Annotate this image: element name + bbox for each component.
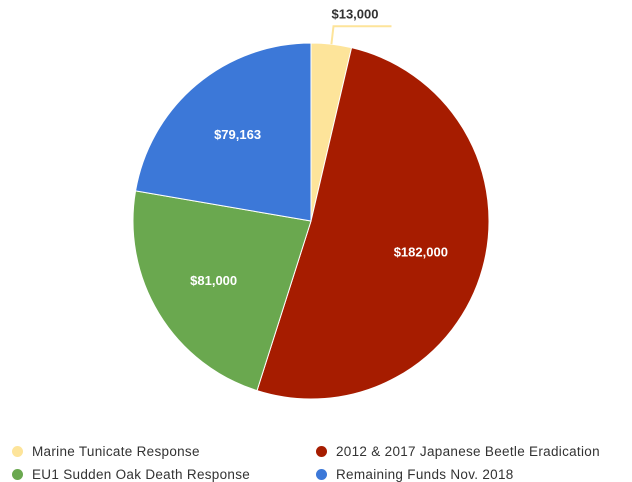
legend-label: Remaining Funds Nov. 2018 [336,466,514,482]
legend-color-swatch [316,445,327,457]
legend-label: Marine Tunicate Response [32,443,200,459]
pie-label-leader-line [330,25,392,45]
pie-data-label: $13,000 [331,6,378,21]
pie-data-label: $81,000 [190,273,237,288]
pie-chart-plot: $13,000 $182,000 $81,000 $79,163 [132,6,490,400]
legend-item-2012-2017-japanese-beetle-eradication[interactable]: 2012 & 2017 Japanese Beetle Eradication [316,443,632,459]
legend-color-swatch [12,468,23,480]
pie-data-label: $182,000 [394,244,448,259]
legend-color-swatch [12,445,23,457]
legend-color-swatch [316,468,327,480]
chart-legend: Marine Tunicate Response 2012 & 2017 Japa… [12,443,632,482]
legend-label: 2012 & 2017 Japanese Beetle Eradication [336,443,600,459]
pie-data-label: $79,163 [214,127,261,142]
pie-slice-2012-2017-japanese-beetle-eradication[interactable] [256,47,490,400]
pie-slice-remaining-funds-nov-2018[interactable] [134,42,312,222]
legend-label: EU1 Sudden Oak Death Response [32,466,251,482]
legend-item-remaining-funds-nov-2018[interactable]: Remaining Funds Nov. 2018 [316,466,632,482]
legend-item-marine-tunicate-response[interactable]: Marine Tunicate Response [12,443,316,459]
pie-slice-eu1-sudden-oak-death-response[interactable] [132,190,312,392]
legend-item-eu1-sudden-oak-death-response[interactable]: EU1 Sudden Oak Death Response [12,466,316,482]
